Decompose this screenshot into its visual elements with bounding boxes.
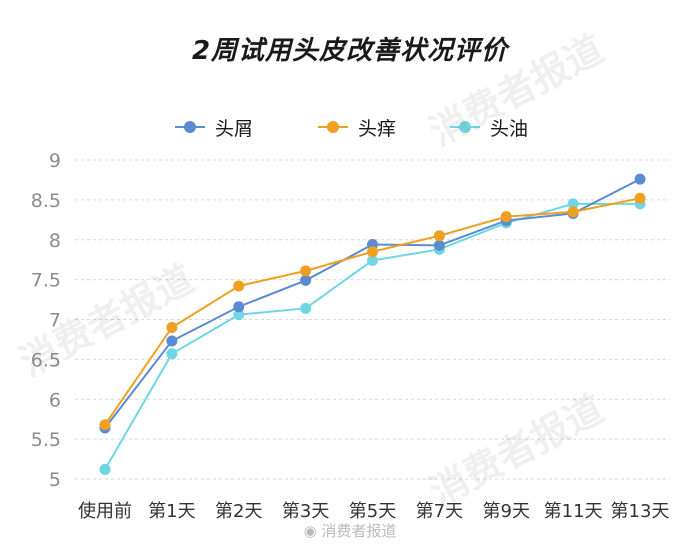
data-point-2 bbox=[367, 254, 378, 266]
y-tick-label: 6.5 bbox=[31, 349, 61, 371]
legend-label-dandruff: 头屑 bbox=[215, 117, 254, 140]
series-line-0 bbox=[104, 178, 641, 429]
data-point-1 bbox=[367, 246, 378, 258]
x-tick-label: 第1天 bbox=[148, 501, 195, 522]
data-point-1 bbox=[99, 419, 111, 431]
data-point-1 bbox=[567, 206, 579, 218]
x-tick-label: 第3天 bbox=[282, 501, 329, 522]
data-point-1 bbox=[300, 265, 312, 277]
data-point-2 bbox=[166, 348, 178, 360]
data-point-1 bbox=[634, 192, 646, 204]
data-point-0 bbox=[233, 301, 245, 313]
data-point-0 bbox=[300, 274, 312, 286]
data-point-2 bbox=[99, 463, 111, 475]
footer-watermark-text: 消费者报道 bbox=[321, 522, 397, 540]
legend-dot-itch bbox=[327, 121, 339, 133]
legend-item-oil: 头油 bbox=[450, 112, 528, 142]
legend-dot-oil bbox=[459, 121, 471, 133]
y-tick-label: 8.5 bbox=[31, 190, 61, 212]
legend-swatch-dandruff bbox=[175, 121, 205, 133]
y-tick-label: 6 bbox=[49, 389, 61, 411]
legend-dot-dandruff bbox=[184, 121, 196, 133]
x-tick-label: 第7天 bbox=[416, 501, 463, 522]
legend-swatch-itch bbox=[318, 121, 348, 133]
legend-label-oil: 头油 bbox=[490, 117, 529, 140]
series-line-1 bbox=[104, 197, 641, 426]
x-tick-label: 使用前 bbox=[78, 501, 132, 522]
data-point-1 bbox=[233, 280, 245, 292]
footer-watermark: ◉ 消费者报道 bbox=[0, 520, 700, 541]
data-point-2 bbox=[233, 309, 245, 321]
data-point-1 bbox=[166, 321, 178, 333]
chart-title: 2周试用头皮改善状况评价 bbox=[191, 36, 509, 66]
x-tick-label: 第5天 bbox=[349, 501, 396, 522]
y-tick-label: 5 bbox=[49, 469, 61, 491]
data-point-0 bbox=[634, 173, 646, 185]
x-tick-label: 第13天 bbox=[611, 501, 670, 522]
legend-swatch-oil bbox=[450, 121, 480, 133]
legend-item-itch: 头痒 bbox=[318, 112, 396, 142]
y-tick-label: 9 bbox=[49, 150, 61, 172]
data-point-2 bbox=[567, 198, 579, 210]
data-point-1 bbox=[433, 230, 445, 242]
y-tick-label: 7.5 bbox=[31, 270, 61, 292]
chart-legend: 头屑 头痒 头油 bbox=[0, 112, 700, 142]
y-tick-label: 8 bbox=[49, 230, 61, 252]
y-tick-label: 5.5 bbox=[31, 429, 61, 451]
data-point-0 bbox=[166, 335, 178, 347]
x-tick-label: 第2天 bbox=[215, 501, 262, 522]
data-point-0 bbox=[433, 239, 445, 251]
legend-label-itch: 头痒 bbox=[358, 117, 397, 140]
data-point-2 bbox=[300, 302, 312, 314]
data-point-1 bbox=[500, 211, 512, 223]
weibo-icon: ◉ bbox=[303, 522, 322, 540]
y-tick-label: 7 bbox=[49, 310, 61, 332]
legend-item-dandruff: 头屑 bbox=[175, 112, 253, 142]
x-tick-label: 第11天 bbox=[544, 501, 603, 522]
x-tick-label: 第9天 bbox=[483, 501, 530, 522]
